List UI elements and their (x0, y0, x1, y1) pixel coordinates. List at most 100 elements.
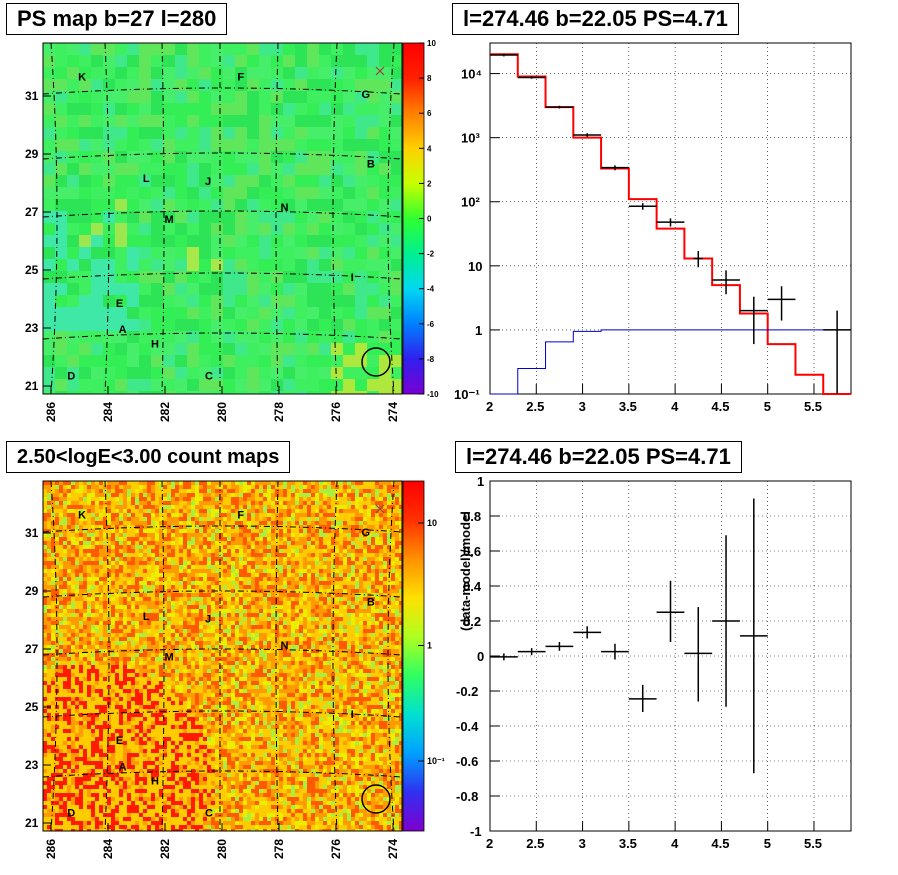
residual-x-tick-label: 3.5 (619, 836, 637, 851)
graticule-lon (332, 480, 338, 832)
spectrum-y-tick-label: 10⁴ (461, 67, 482, 82)
y-tick-label: 31 (25, 526, 39, 540)
colorbar-tick-label: 10 (427, 518, 437, 528)
spectrum-y-tick-label: 10² (461, 195, 480, 210)
colorbar-cnt (402, 480, 425, 832)
map-pixels-cnt (43, 481, 402, 831)
y-tick-label: 21 (25, 816, 39, 830)
x-tick-label: 282 (158, 402, 172, 422)
source-label-m: M (164, 651, 173, 663)
source-label-h: H (151, 339, 159, 351)
colorbar-tick-label: 10⁻¹ (427, 756, 445, 766)
source-label-b: B (367, 596, 375, 608)
target-marker (375, 504, 385, 514)
residual-x-tick-label: 4.5 (711, 836, 729, 851)
spectrum-title: l=274.46 b=22.05 PS=4.71 (452, 3, 739, 35)
residual-y-tick-label: -1 (470, 824, 482, 839)
y-tick-label: 25 (25, 263, 39, 277)
residual-y-tick-label: 0 (477, 649, 484, 664)
source-label-c: C (205, 808, 213, 820)
residual-y-tick-label: -0.4 (456, 719, 479, 734)
colorbar-tick-label: -6 (427, 320, 435, 329)
x-tick-label: 278 (272, 402, 286, 422)
spectrum-x-tick-label: 2 (486, 399, 493, 414)
spectrum-x-tick-label: 4.5 (711, 399, 729, 414)
y-tick-label: 31 (25, 89, 39, 103)
source-label-a: A (119, 761, 127, 773)
source-label-g: G (362, 527, 371, 539)
source-label-c: C (205, 370, 213, 382)
y-tick-label: 23 (25, 758, 39, 772)
residual-y-tick-label: 0.2 (463, 614, 481, 629)
residual-x-tick-label: 2 (486, 836, 493, 851)
background-model-line (490, 329, 851, 395)
x-tick-label: 278 (272, 839, 286, 859)
residual-x-tick-label: 3 (579, 836, 586, 851)
source-label-b: B (367, 159, 375, 171)
spectrum-x-tick-label: 5 (764, 399, 771, 414)
source-label-l: L (143, 173, 150, 185)
residual-x-tick-label: 2.5 (526, 836, 544, 851)
graticule-lon (161, 42, 165, 395)
source-label-e: E (116, 735, 123, 747)
count-map-title: 2.50<logE<3.00 count maps (6, 441, 291, 473)
x-tick-label: 286 (44, 839, 58, 859)
x-tick-label: 280 (215, 402, 229, 422)
colorbar-tick-label: 2 (427, 179, 432, 188)
graticule-cnt (42, 480, 403, 832)
spectrum-x-tick-label: 4 (671, 399, 679, 414)
colorbar-tick-label: -10 (427, 390, 439, 399)
colorbar-tick-label: 0 (427, 215, 432, 224)
spectrum-x-tick-label: 2.5 (526, 399, 544, 414)
source-label-h: H (151, 776, 159, 788)
y-tick-label: 27 (25, 205, 39, 219)
graticule-lon (161, 480, 165, 832)
source-label-g: G (362, 89, 371, 101)
y-tick-label: 23 (25, 321, 39, 335)
colorbar-tick-label: -8 (427, 355, 435, 364)
colorbar-tick-label: -4 (427, 285, 435, 294)
spectrum-x-tick-label: 5.5 (804, 399, 822, 414)
graticule-lon (275, 480, 279, 832)
ps-map-title: PS map b=27 l=280 (6, 3, 228, 35)
spectrum-x-tick-label: 3.5 (619, 399, 637, 414)
source-label-d: D (67, 808, 75, 820)
source-label-k: K (78, 510, 86, 522)
source-label-i: I (351, 709, 354, 721)
source-label-l: L (143, 611, 150, 623)
x-tick-label: 274 (386, 402, 400, 422)
spectrum-y-tick-label: 10⁻¹ (454, 387, 480, 402)
x-tick-label: 284 (101, 839, 115, 859)
residual-y-tick-label: 1 (477, 474, 484, 489)
x-tick-label: 284 (101, 402, 115, 422)
psf-circle (361, 347, 391, 377)
x-tick-label: 280 (215, 839, 229, 859)
residual-y-tick-label: -0.6 (456, 754, 478, 769)
source-label-j: J (205, 614, 211, 626)
residual-y-tick-label: 0.4 (463, 579, 482, 594)
colorbar-tick-label: 6 (427, 109, 432, 118)
graticule-lon (104, 480, 110, 832)
source-label-j: J (205, 176, 211, 188)
source-label-k: K (78, 72, 86, 84)
source-label-d: D (67, 370, 75, 382)
residual-y-tick-label: -0.2 (456, 684, 478, 699)
colorbar-tick-label: -2 (427, 250, 435, 259)
colorbar-tick-label: 8 (427, 74, 432, 83)
x-tick-label: 274 (386, 839, 400, 859)
x-tick-label: 282 (158, 839, 172, 859)
y-tick-label: 21 (25, 379, 39, 393)
x-tick-label: 276 (329, 839, 343, 859)
residual-y-tick-label: 0.6 (463, 544, 481, 559)
x-tick-label: 286 (44, 402, 58, 422)
spectrum-y-tick-label: 10³ (461, 131, 480, 146)
colorbar-tick-label: 4 (427, 144, 432, 153)
colorbar-tick-label: 1 (427, 641, 432, 651)
y-tick-label: 27 (25, 642, 39, 656)
x-tick-label: 276 (329, 402, 343, 422)
residual-title: l=274.46 b=22.05 PS=4.71 (455, 441, 742, 473)
y-tick-label: 29 (25, 584, 39, 598)
residual-y-axis-label: (data-model)/model (458, 511, 473, 631)
spectrum-y-tick-label: 1 (475, 323, 482, 338)
